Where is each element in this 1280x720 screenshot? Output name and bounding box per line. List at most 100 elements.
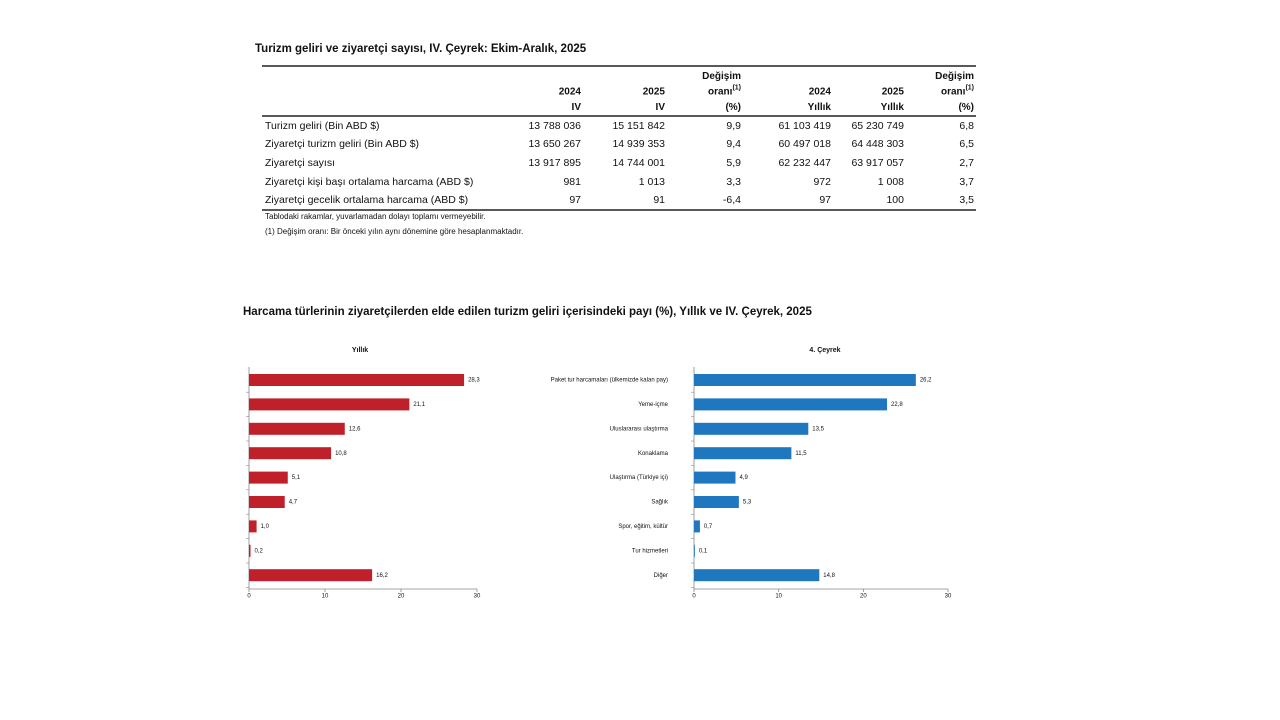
column-header: IV [572, 102, 582, 113]
column-header: 2025 [882, 86, 905, 97]
cell: 14 939 353 [612, 138, 665, 150]
category-label: Yeme-içme [638, 402, 668, 408]
column-header: (%) [725, 102, 741, 113]
cell: 97 [569, 194, 581, 206]
row-label: Ziyaretçi kişi başı ortalama harcama (AB… [265, 176, 473, 188]
category-label: Uluslararası ulaştırma [610, 426, 669, 432]
value-label: 14,8 [823, 573, 835, 579]
cell: 97 [819, 194, 831, 206]
header-line: 2025 [882, 86, 905, 97]
bar [694, 374, 916, 386]
bar [694, 520, 700, 533]
value-label: 0,1 [699, 548, 708, 554]
cell: 6,5 [959, 138, 974, 150]
column-header: Yıllık [808, 102, 832, 113]
x-tick-label: 0 [247, 594, 251, 600]
section-title: Harcama türlerinin ziyaretçilerden elde … [243, 306, 812, 318]
category-label: Tur hizmetleri [632, 548, 668, 554]
chart-title: Yıllık [352, 347, 368, 354]
header-line: oranı [708, 86, 733, 97]
value-label: 5,3 [743, 500, 752, 506]
header-line: 2025 [643, 86, 666, 97]
column-header: Değişim [702, 71, 741, 82]
cell: 6,8 [959, 120, 974, 132]
cell: 972 [813, 176, 831, 188]
bar [249, 496, 285, 508]
row-label: Turizm geliri (Bin ABD $) [265, 120, 380, 132]
superscript: (1) [732, 84, 741, 91]
column-header: IV [656, 102, 666, 113]
x-tick-label: 20 [860, 594, 867, 600]
value-label: 1,0 [261, 524, 270, 530]
cell: 3,5 [959, 194, 974, 206]
cell: 15 151 842 [612, 120, 665, 132]
header-line: Yıllık [881, 102, 905, 113]
value-label: 26,2 [920, 378, 932, 384]
value-label: 11,5 [795, 451, 807, 457]
cell: 9,9 [726, 120, 741, 132]
cell: 9,4 [726, 138, 741, 150]
cell: 100 [886, 194, 904, 206]
cell: 13 917 895 [528, 157, 581, 169]
value-label: 22,8 [891, 402, 903, 408]
bar [249, 447, 332, 460]
header-line: Değişim [702, 71, 741, 82]
cell: -6,4 [723, 194, 741, 206]
cell: 3,7 [959, 176, 974, 188]
x-tick-label: 0 [692, 594, 696, 600]
bar [694, 471, 736, 484]
cell: 65 230 749 [851, 120, 904, 132]
cell: 14 744 001 [612, 157, 665, 169]
cell: 1 008 [878, 176, 904, 188]
value-label: 28,3 [468, 378, 480, 384]
cell: 64 448 303 [851, 138, 904, 150]
cell: 1 013 [639, 176, 665, 188]
bar [249, 520, 257, 533]
value-label: 16,2 [376, 573, 388, 579]
category-label: Diğer [654, 573, 668, 579]
cell: 3,3 [726, 176, 741, 188]
cell: 5,9 [726, 157, 741, 169]
header-line: IV [572, 102, 582, 113]
value-label: 12,6 [349, 426, 361, 432]
column-header: 2025 [643, 86, 666, 97]
cell: 13 650 267 [528, 138, 581, 150]
note: Tablodaki rakamlar, yuvarlamadan dolayı … [265, 212, 486, 221]
bar [694, 496, 739, 508]
row-label: Ziyaretçi sayısı [265, 157, 335, 169]
header-line: 2024 [809, 86, 832, 97]
header-line: 2024 [559, 86, 582, 97]
cell: 61 103 419 [778, 120, 831, 132]
column-header: 2024 [809, 86, 832, 97]
value-label: 5,1 [292, 475, 301, 481]
value-label: 0,2 [255, 548, 264, 554]
category-label: Konaklama [638, 451, 669, 457]
x-tick-label: 10 [775, 594, 782, 600]
bar [249, 544, 251, 557]
value-label: 4,9 [739, 475, 748, 481]
bar [694, 569, 820, 582]
cell: 60 497 018 [778, 138, 831, 150]
header-line: Yıllık [808, 102, 832, 113]
row-label: Ziyaretçi turizm geliri (Bin ABD $) [265, 138, 419, 150]
column-header: oranı(1) [708, 84, 741, 97]
header-line: Değişim [935, 71, 974, 82]
chart-title: 4. Çeyrek [809, 347, 840, 354]
x-tick-label: 20 [398, 594, 405, 600]
cell: 63 917 057 [851, 157, 904, 169]
value-label: 10,8 [335, 451, 347, 457]
cell: 13 788 036 [528, 120, 581, 132]
table-title: Turizm geliri ve ziyaretçi sayısı, IV. Ç… [255, 43, 587, 55]
header-line: oranı [941, 86, 966, 97]
bar [694, 544, 695, 557]
cell: 62 232 447 [778, 157, 831, 169]
x-tick-label: 30 [945, 594, 952, 600]
column-header: Değişim [935, 71, 974, 82]
bar [694, 422, 809, 435]
header-line: (%) [958, 102, 974, 113]
bar [694, 447, 792, 460]
note: (1) Değişim oranı: Bir önceki yılın aynı… [265, 227, 523, 236]
column-header: Yıllık [881, 102, 905, 113]
header-line: (%) [725, 102, 741, 113]
